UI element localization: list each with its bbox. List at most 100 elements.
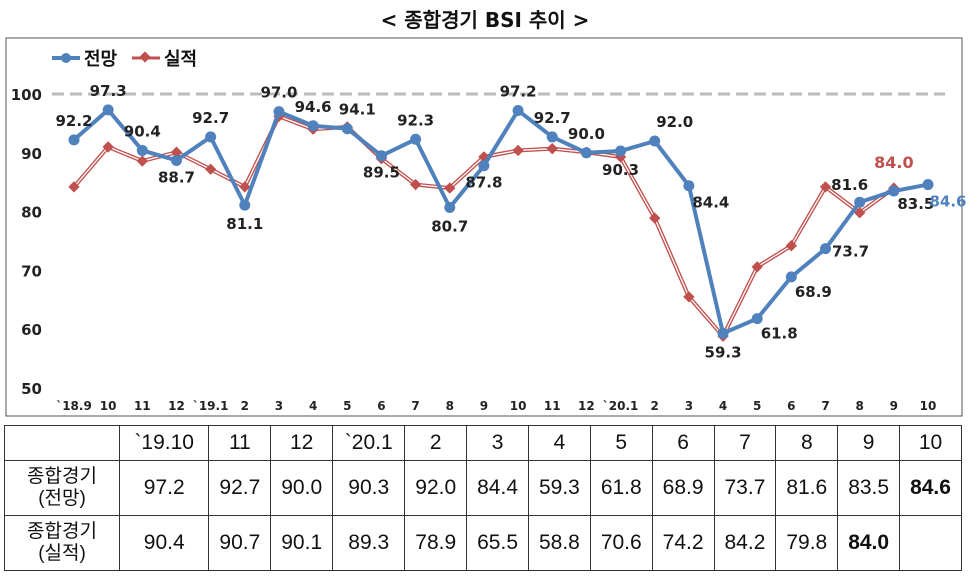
x-tick-label: 4 (719, 399, 727, 413)
column-header: 7 (713, 425, 777, 461)
legend-actual-marker (139, 51, 151, 63)
x-tick-label: 3 (685, 399, 693, 413)
forecast-point (410, 133, 422, 145)
table-cell: 79.8 (775, 515, 839, 571)
forecast-point (273, 106, 285, 118)
table-cell: 81.6 (775, 460, 839, 516)
table-cell: 61.8 (589, 460, 653, 516)
forecast-data-label: 87.8 (465, 174, 502, 192)
table-cell (899, 515, 962, 571)
x-tick-label: 3 (275, 399, 283, 413)
data-table: `19.10 11 12 `20.1 2 3 4 5 6 7 8 9 10 종합경기 (전망) 97.2 92.… (4, 425, 962, 571)
column-header: `20.1 (332, 425, 406, 461)
y-tick-label: 90 (21, 145, 42, 163)
actual-point (444, 182, 456, 194)
table-row: 종합경기 (실적) 90.4 90.7 90.1 89.3 78.9 65.5 58.8 70.6… (4, 515, 962, 571)
table-cell: 89.3 (332, 515, 406, 571)
legend-forecast-label: 전망 (84, 49, 118, 70)
forecast-data-label: 97.0 (260, 84, 297, 102)
x-tick-label: 5 (753, 399, 761, 413)
actual-point (546, 143, 558, 155)
y-tick-label: 70 (21, 262, 42, 280)
table-cell: 58.8 (527, 515, 591, 571)
y-tick-label: 60 (21, 321, 42, 339)
line-chart: 50 60 70 80 90 100 `18.9 10 11 12 `19.1 2 3 4 5 6 7 8 9 10 1… (5, 37, 967, 417)
x-tick-label: `18.9 (56, 399, 92, 413)
forecast-point (922, 179, 934, 191)
forecast-data-label: 92.2 (55, 112, 92, 130)
x-tick-label: 8 (856, 399, 864, 413)
x-tick-label: 2 (651, 399, 659, 413)
forecast-point (785, 271, 797, 283)
table-cell: 70.6 (589, 515, 653, 571)
column-header: 6 (651, 425, 715, 461)
forecast-point (717, 327, 729, 339)
forecast-data-label: 90.0 (568, 125, 605, 143)
x-tick-label: 5 (343, 399, 351, 413)
forecast-data-label: 92.3 (397, 111, 434, 129)
column-header: 10 (899, 425, 962, 461)
column-header: `19.10 (118, 425, 210, 461)
forecast-data-label: 81.6 (831, 176, 868, 194)
forecast-point (375, 150, 387, 162)
table-cell: 65.5 (466, 515, 529, 571)
forecast-data-label: 84.6 (929, 193, 966, 211)
forecast-series-line (72, 107, 929, 337)
table-cell: 84.4 (466, 460, 529, 516)
forecast-data-label: 92.7 (534, 109, 571, 127)
actual-point (409, 178, 422, 191)
forecast-point (751, 313, 763, 325)
column-header: 5 (589, 425, 653, 461)
column-header: 12 (270, 425, 334, 461)
actual-point (170, 146, 183, 158)
actual-point (751, 261, 763, 273)
x-tick-label: 11 (544, 399, 561, 413)
x-tick-label: 6 (787, 399, 795, 413)
forecast-point (478, 160, 490, 172)
forecast-point (170, 154, 182, 166)
forecast-data-label: 80.7 (431, 217, 468, 235)
forecast-data-label: 94.1 (339, 101, 376, 119)
column-header: 3 (466, 425, 529, 461)
x-tick-label: 8 (446, 399, 454, 413)
x-tick-label: 7 (821, 399, 829, 413)
x-tick-label: 11 (134, 399, 151, 413)
table-cell: 97.2 (118, 460, 210, 516)
table-cell: 84.2 (713, 515, 777, 571)
forecast-data-label: 73.7 (832, 243, 869, 261)
table-cell: 68.9 (651, 460, 715, 516)
table-cell: 84.0 (837, 515, 901, 571)
forecast-data-label: 61.8 (761, 325, 798, 343)
x-tick-label: 12 (578, 399, 595, 413)
x-tick-label: 6 (377, 399, 385, 413)
actual-point (683, 291, 695, 303)
forecast-point (683, 180, 695, 192)
forecast-point (888, 185, 900, 197)
table-cell: 59.3 (527, 460, 591, 516)
table-cell: 90.3 (332, 460, 406, 516)
table-cell: 90.7 (208, 515, 272, 571)
x-tick-label: 10 (510, 399, 527, 413)
forecast-point (649, 135, 661, 147)
actual-point (854, 207, 866, 219)
y-tick-label: 50 (21, 380, 42, 398)
forecast-point (854, 196, 866, 208)
forecast-point (239, 199, 251, 211)
forecast-data-label: 68.9 (795, 283, 832, 301)
y-tick-label: 80 (21, 204, 42, 222)
table-cell: 84.6 (899, 460, 962, 516)
forecast-data-label: 90.3 (602, 161, 639, 179)
x-tick-label: 12 (168, 399, 185, 413)
forecast-data-label: 92.7 (192, 109, 229, 127)
forecast-point (341, 123, 353, 135)
x-tick-label: 4 (309, 399, 317, 413)
row-header: 종합경기 (전망) (4, 460, 120, 516)
column-header: 2 (404, 425, 468, 461)
actual-point (239, 181, 251, 193)
column-header: 4 (527, 425, 591, 461)
table-cell: 92.7 (208, 460, 272, 516)
column-header: 11 (208, 425, 272, 461)
legend-forecast-marker (61, 53, 71, 63)
actual-point (819, 181, 832, 193)
forecast-point (820, 243, 832, 255)
